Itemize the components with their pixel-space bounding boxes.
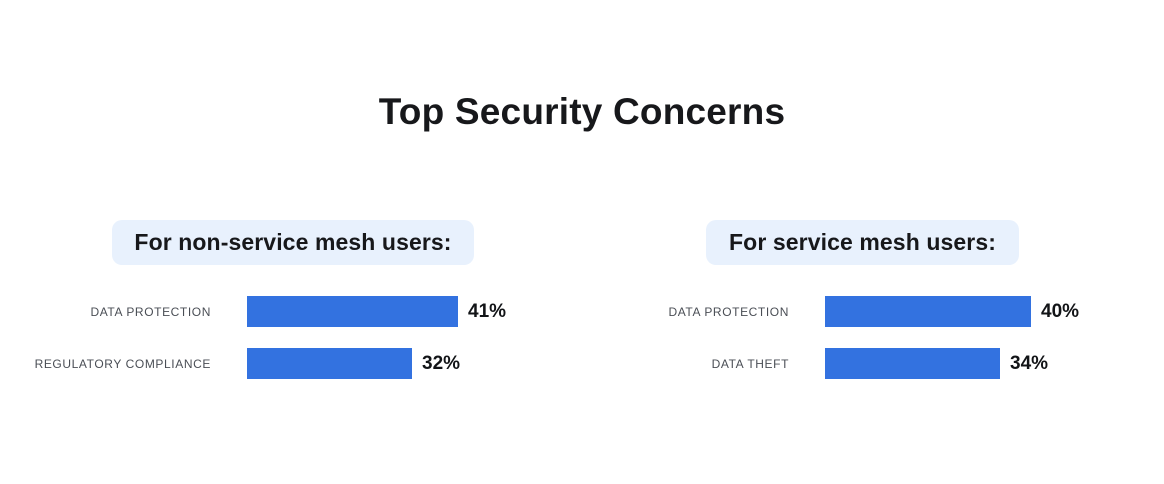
bar-value: 32%	[422, 352, 461, 374]
bar-value: 41%	[468, 300, 507, 322]
bar	[247, 296, 458, 327]
bar-label: DATA PROTECTION	[90, 304, 211, 319]
page-title: Top Security Concerns	[378, 91, 786, 132]
bar-value: 40%	[1041, 300, 1080, 322]
bar-chart-service-mesh: DATA PROTECTION 40% DATA THEFT 34%	[640, 296, 1079, 379]
bar-row: DATA PROTECTION 41%	[33, 296, 506, 327]
bar	[247, 348, 412, 379]
bar-label: DATA PROTECTION	[668, 304, 789, 319]
bar-value: 34%	[1010, 352, 1049, 374]
bar-label: DATA THEFT	[711, 356, 789, 371]
bar-row: DATA PROTECTION 40%	[640, 296, 1079, 327]
bar	[825, 296, 1031, 327]
bar-row: DATA THEFT 34%	[640, 348, 1079, 379]
bar-label: REGULATORY COMPLIANCE	[34, 356, 211, 371]
bar	[825, 348, 1000, 379]
panel-header-service-mesh: For service mesh users:	[706, 220, 1019, 265]
bar-row: REGULATORY COMPLIANCE 32%	[33, 348, 506, 379]
panel-header-non-service-mesh: For non-service mesh users:	[112, 220, 474, 265]
bar-chart-non-service-mesh: DATA PROTECTION 41% REGULATORY COMPLIANCE 3…	[33, 296, 506, 379]
